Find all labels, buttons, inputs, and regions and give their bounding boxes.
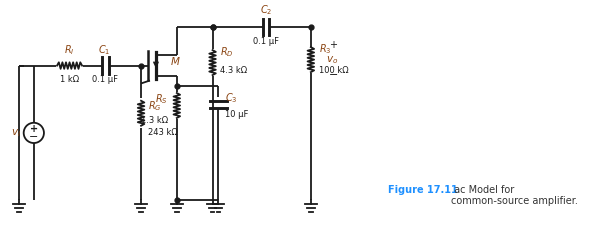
Text: ac Model for
common-source amplifier.: ac Model for common-source amplifier. [451, 185, 578, 206]
Text: 0.1 μF: 0.1 μF [93, 75, 118, 84]
Text: $R_3$: $R_3$ [319, 42, 331, 56]
Text: $R_S$: $R_S$ [155, 93, 168, 106]
Text: −: − [29, 132, 38, 142]
Text: 100 kΩ: 100 kΩ [319, 66, 348, 74]
Text: $M$: $M$ [170, 55, 180, 67]
Text: $R_I$: $R_I$ [65, 43, 75, 57]
Text: +: + [30, 124, 38, 134]
Text: $C_1$: $C_1$ [98, 43, 110, 57]
Text: $C_2$: $C_2$ [260, 3, 272, 17]
Text: $v_i$: $v_i$ [11, 127, 21, 139]
Text: $R_G$: $R_G$ [148, 99, 162, 113]
Text: 1.3 kΩ: 1.3 kΩ [141, 116, 168, 125]
Text: $R_D$: $R_D$ [220, 45, 234, 59]
Text: 0.1 μF: 0.1 μF [253, 37, 279, 46]
Text: $C_3$: $C_3$ [225, 91, 238, 105]
Text: $v_o$: $v_o$ [326, 54, 338, 65]
Text: 4.3 kΩ: 4.3 kΩ [220, 66, 247, 74]
Text: +: + [329, 40, 337, 50]
Text: 243 kΩ: 243 kΩ [148, 128, 178, 137]
Text: 10 μF: 10 μF [225, 110, 248, 119]
Text: Figure 17.11: Figure 17.11 [389, 185, 458, 195]
Text: 1 kΩ: 1 kΩ [60, 75, 79, 84]
Text: −: − [329, 70, 338, 80]
